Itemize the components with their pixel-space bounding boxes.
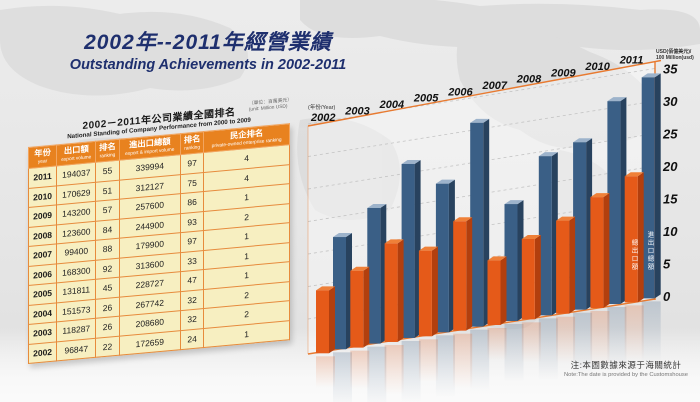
bar-export-2011 xyxy=(624,172,644,303)
year-labels: 2002 2003 2004 2005 2006 2007 2008 2009 2010 2011… xyxy=(308,55,643,124)
bars-group xyxy=(316,73,661,354)
reflection xyxy=(316,356,335,388)
reflection xyxy=(470,329,490,392)
bar-total-2011 xyxy=(641,73,661,299)
year-axis-caption: (年份/Year) xyxy=(308,103,335,111)
bar-label-export: 總出口額 xyxy=(630,239,637,271)
y-axis-unit-label: USD(佰億美元)/ 100 Million(usd) xyxy=(656,49,700,62)
bar-label-total: 進出口總額 xyxy=(646,231,653,271)
y-tick-10: 10 xyxy=(663,224,678,239)
reflection xyxy=(641,301,661,364)
main-title-en: Outstanding Achievements in 2002-2011 xyxy=(69,57,347,73)
reflection xyxy=(590,311,610,367)
bar-export-2005 xyxy=(418,246,438,337)
reflections-group xyxy=(316,301,661,402)
year-axis-line xyxy=(307,59,662,127)
year-label-2010: 2010 xyxy=(584,61,610,73)
reflection xyxy=(401,340,421,402)
year-label-2009: 2009 xyxy=(550,67,576,79)
y-tick-35: 35 xyxy=(663,62,678,77)
year-label-2008: 2008 xyxy=(516,74,542,86)
reflection xyxy=(367,346,387,402)
year-label-2004: 2004 xyxy=(379,99,404,111)
bar-export-2002 xyxy=(316,286,335,354)
y-tick-30: 30 xyxy=(663,94,678,109)
y-tick-20: 20 xyxy=(662,159,678,174)
bar-export-2009 xyxy=(556,216,576,314)
y-tick-labels: 0 5 10 15 20 25 30 35 xyxy=(662,62,678,305)
reflection xyxy=(333,352,352,402)
reflection xyxy=(435,335,455,398)
bar-export-2008 xyxy=(521,234,541,320)
bar-total-2003 xyxy=(367,203,387,344)
year-label-2007: 2007 xyxy=(482,80,508,92)
year-label-2006: 2006 xyxy=(447,86,473,98)
bar-total-2005 xyxy=(435,179,455,333)
bar-total-2009 xyxy=(573,138,593,310)
year-label-2003: 2003 xyxy=(344,105,369,117)
y-axis-unit-line2: 100 Million(usd) xyxy=(656,55,694,62)
footnote: 注:本圖數據來源于海關統計 Note:The date is provided … xyxy=(555,359,697,378)
bar-total-2007 xyxy=(504,200,524,321)
y-tick-5: 5 xyxy=(663,257,671,272)
footnote-zh: 注:本圖數據來源于海關統計 xyxy=(570,360,682,370)
bar-export-2007 xyxy=(487,256,507,325)
reflection xyxy=(453,333,473,389)
footnote-en: Note:The date is provided by the Customs… xyxy=(563,372,689,378)
bar-total-2010 xyxy=(607,97,627,305)
title-block: 2002年--2011年經營業績 Outstanding Achievement… xyxy=(48,26,368,73)
y-tick-0: 0 xyxy=(663,289,671,304)
reflection xyxy=(538,318,558,381)
reflection xyxy=(504,323,524,383)
grid-line xyxy=(307,68,656,125)
year-label-2005: 2005 xyxy=(413,93,439,105)
bar-export-2003 xyxy=(350,266,370,348)
bar-export-2006 xyxy=(453,217,473,331)
year-label-2011: 2011 xyxy=(619,55,644,67)
year-label-2002: 2002 xyxy=(310,112,335,124)
reflection xyxy=(573,312,593,375)
reflection xyxy=(556,316,576,364)
reflection xyxy=(487,327,507,361)
bar-total-2002 xyxy=(333,233,352,350)
reflection xyxy=(350,350,370,390)
y-tick-25: 25 xyxy=(662,127,678,142)
y-tick-15: 15 xyxy=(663,192,678,207)
main-title-zh: 2002年--2011年經營業績 xyxy=(84,31,332,54)
reflection xyxy=(384,344,404,395)
y-axis-unit-line1: USD(佰億美元)/ xyxy=(656,49,692,55)
bar-total-2004 xyxy=(401,159,421,338)
bar-export-2004 xyxy=(384,239,404,342)
reflection xyxy=(607,307,627,370)
bar-total-2008 xyxy=(538,152,558,316)
bar-export-2010 xyxy=(590,193,610,309)
bar-total-2006 xyxy=(470,118,490,327)
reflection xyxy=(418,339,438,383)
reflection xyxy=(521,322,541,363)
reflection xyxy=(624,305,644,361)
